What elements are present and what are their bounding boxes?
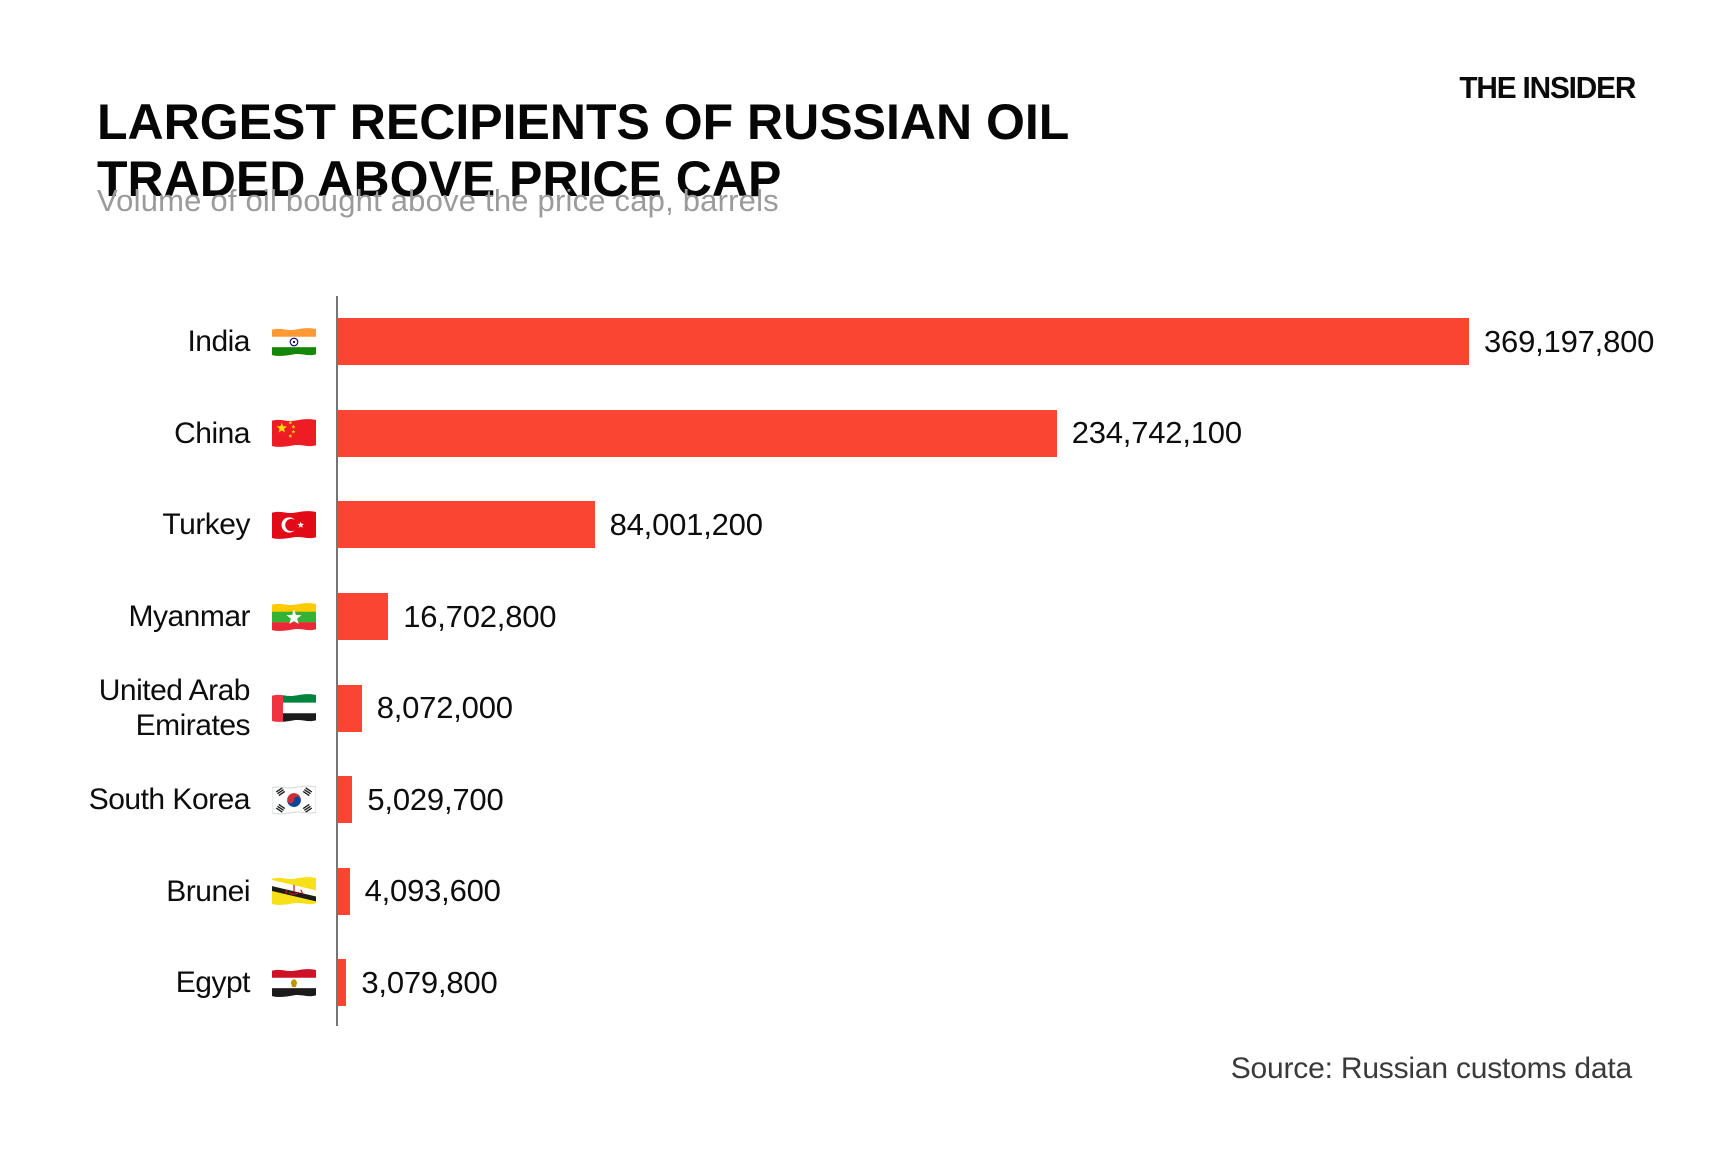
chart-row: China 234,742,100 [82, 388, 1702, 480]
bar [337, 409, 1057, 457]
row-country-label: India [187, 325, 250, 359]
y-axis-line [336, 296, 338, 1026]
bar-value-label: 369,197,800 [1484, 323, 1655, 359]
bar-chart: India 369,197,800 China 234,742,100 Turk… [82, 296, 1702, 1029]
egypt-flag-icon [271, 967, 316, 999]
bar [337, 318, 1469, 366]
bar-value-label: 3,079,800 [361, 964, 498, 1000]
bar [337, 593, 389, 641]
chart-row: Myanmar 16,702,800 [82, 571, 1702, 663]
turkey-flag-icon [271, 509, 316, 541]
bar [337, 501, 595, 549]
chart-row: United Arab Emirates 8,072,000 [82, 662, 1702, 754]
chart-row: Egypt 3,079,800 [82, 937, 1702, 1029]
chart-row: Brunei 4,093,600 [82, 846, 1702, 938]
bar-value-label: 4,093,600 [364, 873, 501, 909]
chart-title-line2: TRADED ABOVE PRICE CAP [97, 150, 782, 207]
chart-row: India 369,197,800 [82, 296, 1702, 388]
row-country-label: Turkey [162, 508, 250, 542]
chart-title: LARGEST RECIPIENTS OF RUSSIAN OIL TRADED… [97, 94, 1197, 208]
china-flag-icon [271, 417, 316, 449]
bar-value-label: 84,001,200 [609, 506, 763, 542]
chart-rows: India 369,197,800 China 234,742,100 Turk… [82, 296, 1702, 1029]
bar [337, 684, 362, 732]
myanmar-flag-icon [271, 601, 316, 633]
bar-value-label: 16,702,800 [403, 598, 557, 634]
row-country-label: Brunei [166, 874, 250, 908]
chart-subtitle: Volume of oil bought above the price cap… [97, 183, 779, 218]
row-country-label: Egypt [175, 966, 251, 1000]
brunei-flag-icon [271, 875, 316, 907]
row-country-label: South Korea [88, 783, 251, 817]
row-country-label: United Arab Emirates [98, 674, 251, 743]
source-note: Source: Russian customs data [1230, 1052, 1632, 1085]
row-country-label: China [174, 416, 250, 450]
bar-value-label: 5,029,700 [367, 781, 504, 817]
bar [337, 867, 350, 915]
the-insider-logo: THE INSIDER [1459, 70, 1636, 105]
bar [337, 776, 353, 824]
india-flag-icon [271, 326, 316, 358]
chart-row: Turkey 84,001,200 [82, 479, 1702, 571]
uae-flag-icon [271, 692, 316, 724]
row-country-label: Myanmar [128, 600, 250, 634]
chart-title-line1: LARGEST RECIPIENTS OF RUSSIAN OIL [97, 93, 1070, 150]
bar-value-label: 8,072,000 [376, 690, 513, 726]
bar [337, 959, 347, 1007]
bar-value-label: 234,742,100 [1071, 415, 1242, 451]
south-korea-flag-icon [271, 784, 316, 816]
chart-row: South Korea 5,029,700 [82, 754, 1702, 846]
